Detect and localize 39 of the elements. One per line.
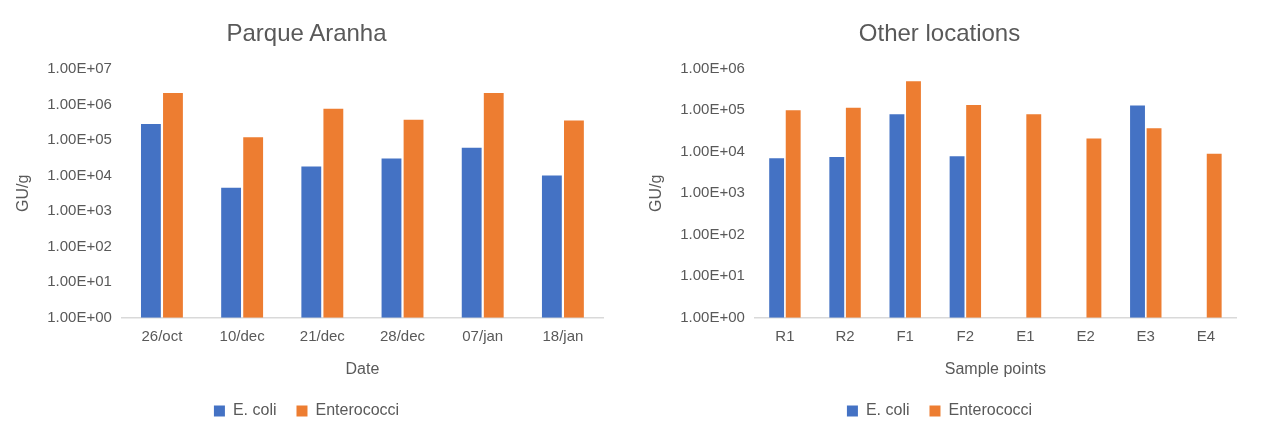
x-tick-label: 18/jan: [542, 326, 584, 344]
chart-title: Other locations: [858, 19, 1021, 47]
y-tick-label: 1.00E+03: [680, 183, 745, 201]
y-tick-label: 1.00E+01: [680, 266, 745, 284]
y-tick-label: 1.00E+02: [680, 224, 745, 242]
x-tick-label: F2: [956, 326, 975, 344]
x-tick-label: 10/dec: [219, 326, 266, 344]
x-tick-label: R2: [835, 326, 855, 344]
y-tick-label: 1.00E+07: [47, 58, 112, 76]
y-axis-title: GU/g: [14, 174, 32, 212]
legend-label: E. coli: [865, 401, 910, 419]
legend-label: Enterococci: [315, 401, 400, 419]
y-tick-label: 1.00E+05: [680, 100, 745, 118]
y-tick-label: 1.00E+04: [47, 165, 112, 183]
x-tick-label: F1: [896, 326, 914, 344]
x-tick-label: 07/jan: [462, 326, 504, 344]
y-tick-label: 1.00E+02: [47, 236, 112, 254]
y-tick-label: 1.00E+01: [47, 272, 112, 290]
legend-label: E. coli: [232, 401, 277, 419]
chart-title: Parque Aranha: [226, 19, 388, 47]
x-tick-label: E2: [1076, 326, 1095, 344]
legend-label: Enterococci: [948, 401, 1033, 419]
y-tick-label: 1.00E+03: [47, 201, 112, 219]
x-tick-label: R1: [775, 326, 795, 344]
y-tick-label: 1.00E+00: [680, 307, 745, 325]
y-tick-label: 1.00E+06: [680, 58, 745, 76]
y-axis-title: GU/g: [647, 174, 665, 212]
y-tick-label: 1.00E+05: [47, 130, 112, 148]
y-tick-label: 1.00E+00: [47, 307, 112, 325]
x-tick-label: 28/dec: [379, 326, 426, 344]
x-axis-title: Date: [345, 359, 380, 377]
y-tick-label: 1.00E+06: [47, 94, 112, 112]
x-tick-label: E3: [1136, 326, 1155, 344]
x-axis-title: Sample points: [944, 359, 1047, 377]
y-tick-label: 1.00E+04: [680, 141, 745, 159]
x-tick-label: E1: [1016, 326, 1035, 344]
x-tick-label: E4: [1196, 326, 1216, 344]
x-tick-label: 21/dec: [299, 326, 346, 344]
x-tick-label: 26/oct: [141, 326, 184, 344]
